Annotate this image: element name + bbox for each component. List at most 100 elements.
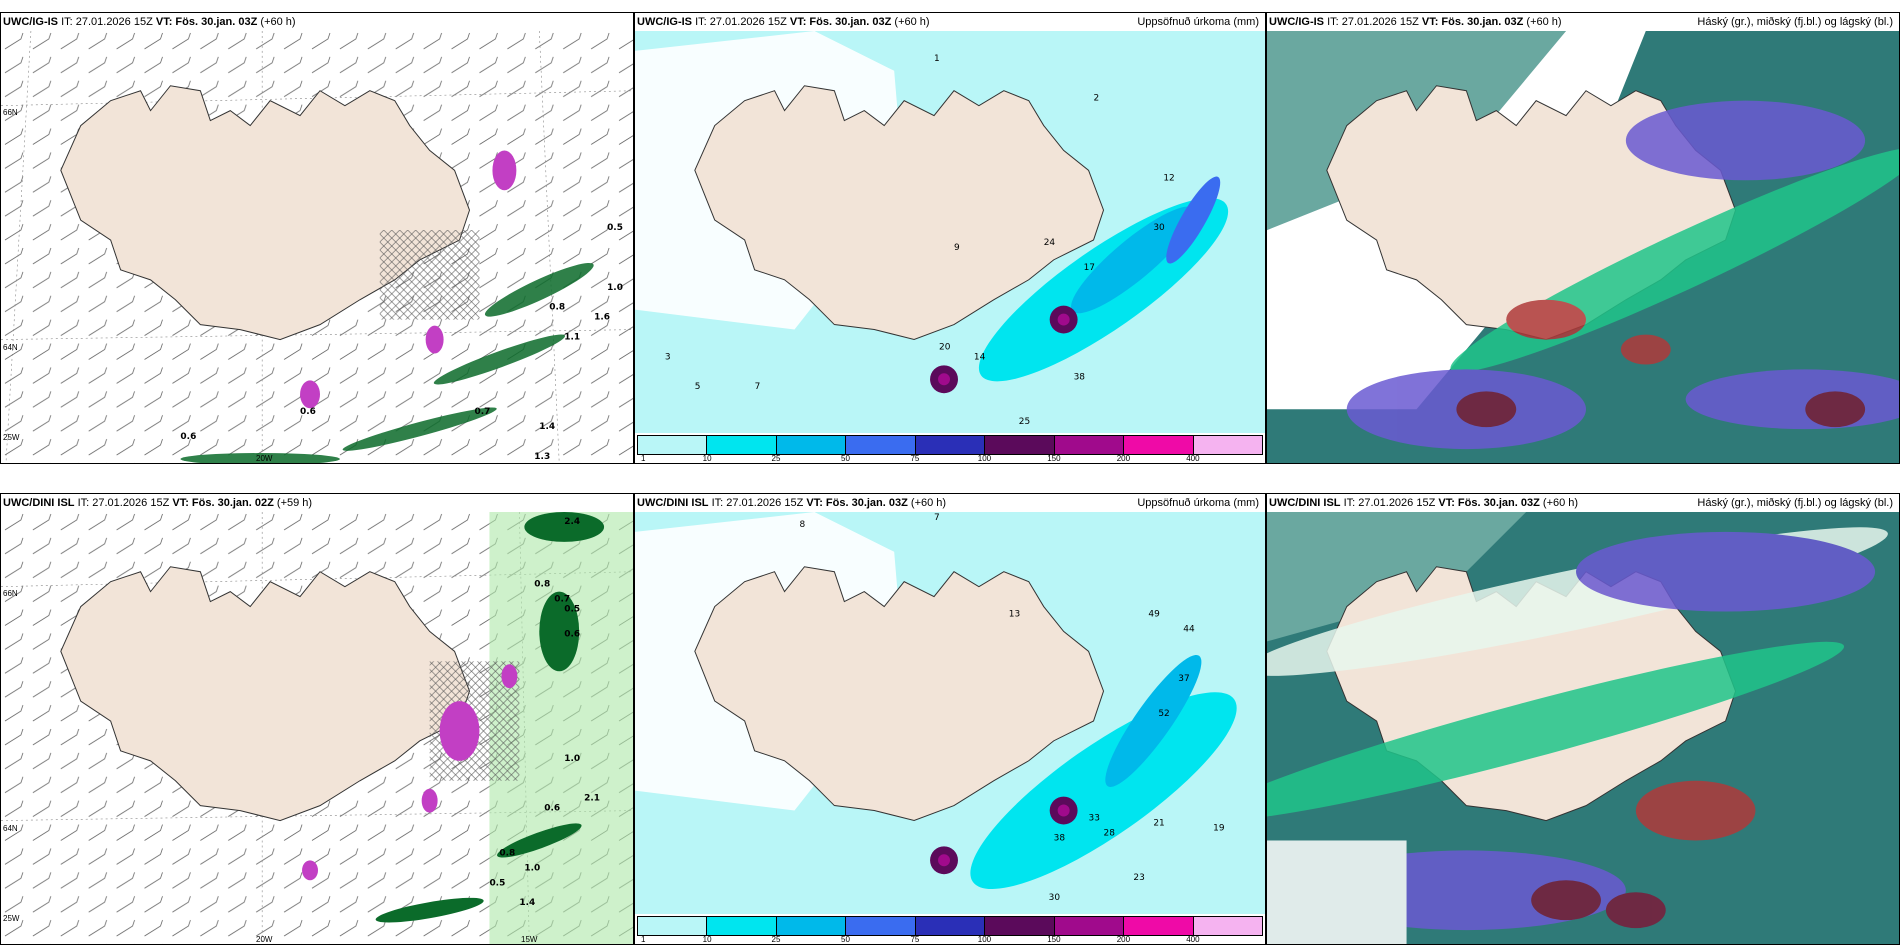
model-label: UWC/IG-IS <box>3 16 58 28</box>
init-time: IT: 27.01.2026 15Z <box>1343 497 1436 509</box>
valid-time: VT: Fös. 30.jan. 03Z <box>1438 497 1540 509</box>
panel-top-right: UWC/IG-IS IT: 27.01.2026 15Z VT: Fös. 30… <box>1266 12 1900 464</box>
lat-label-64: 64N <box>3 343 18 352</box>
map-canvas <box>1267 512 1899 944</box>
svg-text:1.1: 1.1 <box>564 333 580 343</box>
svg-text:52: 52 <box>1158 709 1169 719</box>
svg-text:1.0: 1.0 <box>564 754 580 764</box>
panel-header: UWC/IG-IS IT: 27.01.2026 15Z VT: Fös. 30… <box>1269 13 1895 31</box>
svg-text:0.6: 0.6 <box>564 629 580 639</box>
svg-text:33: 33 <box>1089 813 1100 823</box>
init-time: IT: 27.01.2026 15Z <box>61 16 153 28</box>
svg-text:0.5: 0.5 <box>607 223 623 233</box>
map-title: Uppsöfnuð úrkoma (mm) <box>1137 16 1259 28</box>
svg-text:0.6: 0.6 <box>300 407 316 417</box>
svg-text:0.8: 0.8 <box>499 848 515 858</box>
svg-text:30: 30 <box>1153 223 1165 233</box>
value-labels: 2.4 0.8 0.7 0.5 0.6 1.0 2.1 0.6 1.0 0.8 … <box>489 517 600 908</box>
snow-band <box>375 512 605 923</box>
svg-text:25: 25 <box>1019 417 1030 427</box>
lat-label-66: 66N <box>3 589 18 598</box>
panel-header: UWC/DINI ISL IT: 27.01.2026 15Z VT: Fös.… <box>1269 494 1895 512</box>
svg-text:44: 44 <box>1183 624 1195 634</box>
svg-text:0.8: 0.8 <box>549 303 565 313</box>
svg-text:9: 9 <box>954 243 960 253</box>
lon-label-20: 20W <box>256 935 273 944</box>
svg-text:17: 17 <box>1084 263 1095 273</box>
model-label: UWC/DINI ISL <box>3 497 75 509</box>
valid-time: VT: Fös. 30.jan. 02Z <box>172 497 274 509</box>
snow-max-areas <box>300 150 517 409</box>
init-time: IT: 27.01.2026 15Z <box>711 497 804 509</box>
cloud-map <box>1267 31 1899 463</box>
valid-time: VT: Fös. 30.jan. 03Z <box>806 497 908 509</box>
map-title: Háský (gr.), miðský (fj.bl.) og lágský (… <box>1697 497 1893 509</box>
svg-text:2.1: 2.1 <box>584 794 600 804</box>
lon-label-20: 20W <box>256 454 273 463</box>
lead-time: (+60 h) <box>260 16 296 28</box>
svg-text:38: 38 <box>1054 833 1066 843</box>
svg-text:8: 8 <box>799 520 805 530</box>
svg-text:0.5: 0.5 <box>489 878 505 888</box>
map-canvas: 0.6 0.5 1.0 0.8 1.4 1.1 1.3 0.7 1.6 0.6 <box>1 31 633 463</box>
precip-colorbar <box>637 435 1263 455</box>
svg-text:13: 13 <box>1009 609 1020 619</box>
cloud-layers <box>1267 527 1888 944</box>
svg-text:49: 49 <box>1148 609 1160 619</box>
lat-label-64: 64N <box>3 824 18 833</box>
svg-text:21: 21 <box>1153 818 1164 828</box>
svg-text:0.7: 0.7 <box>475 407 491 417</box>
panel-top-mid: UWC/IG-IS IT: 27.01.2026 15Z VT: Fös. 30… <box>634 12 1266 464</box>
svg-text:12: 12 <box>1163 173 1174 183</box>
svg-text:3: 3 <box>665 352 671 362</box>
lon-label-25: 25W <box>3 914 20 923</box>
svg-text:24: 24 <box>1044 238 1056 248</box>
precip-map: 1 2 3 5 7 9 12 17 24 30 38 25 20 14 <box>635 31 1265 433</box>
lon-label-15: 15W <box>521 935 538 944</box>
init-time: IT: 27.01.2026 15Z <box>1327 16 1419 28</box>
lead-time: (+60 h) <box>1526 16 1562 28</box>
colorbar-ticks: 1 10 25 50 75 100 150 200 400 <box>641 454 1200 463</box>
svg-text:1.4: 1.4 <box>539 422 555 432</box>
snow-max-areas <box>302 664 518 881</box>
precip-band <box>930 176 1229 394</box>
svg-text:0.7: 0.7 <box>554 595 570 605</box>
hatched-area <box>379 230 480 320</box>
svg-text:0.6: 0.6 <box>180 432 196 442</box>
lead-time: (+60 h) <box>910 497 947 509</box>
model-label: UWC/DINI ISL <box>637 497 709 509</box>
svg-text:5: 5 <box>695 382 701 392</box>
init-time: IT: 27.01.2026 15Z <box>695 16 787 28</box>
map-canvas: 2.4 0.8 0.7 0.5 0.6 1.0 2.1 0.6 1.0 0.8 … <box>1 512 633 944</box>
precip-values: 1 2 3 5 7 9 12 17 24 30 38 25 20 14 <box>665 54 1175 427</box>
map-canvas: 8 7 13 49 44 37 52 33 38 28 21 19 23 30 <box>635 512 1265 914</box>
panel-header: UWC/DINI ISL IT: 27.01.2026 15Z VT: Fös.… <box>3 494 629 512</box>
precip-colorbar <box>637 916 1263 936</box>
colorbar-ticks: 1 10 25 50 75 100 150 200 400 <box>641 935 1200 944</box>
svg-text:38: 38 <box>1074 372 1086 382</box>
svg-text:1.0: 1.0 <box>607 283 623 293</box>
panel-bottom-right: UWC/DINI ISL IT: 27.01.2026 15Z VT: Fös.… <box>1266 493 1900 945</box>
value-labels: 0.6 0.5 1.0 0.8 1.4 1.1 1.3 0.7 1.6 0.6 <box>180 223 623 462</box>
panel-bottom-left: UWC/DINI ISL IT: 27.01.2026 15Z VT: Fös.… <box>0 493 634 945</box>
panel-header: UWC/DINI ISL IT: 27.01.2026 15Z VT: Fös.… <box>637 494 1261 512</box>
panel-header: UWC/IG-IS IT: 27.01.2026 15Z VT: Fös. 30… <box>637 13 1261 31</box>
panel-top-left: UWC/IG-IS IT: 27.01.2026 15Z VT: Fös. 30… <box>0 12 634 464</box>
precip-map: 8 7 13 49 44 37 52 33 38 28 21 19 23 30 <box>635 512 1265 914</box>
panel-header: UWC/IG-IS IT: 27.01.2026 15Z VT: Fös. 30… <box>3 13 629 31</box>
svg-text:37: 37 <box>1178 674 1189 684</box>
precip-band <box>930 654 1237 890</box>
svg-text:30: 30 <box>1049 893 1061 903</box>
svg-text:1.4: 1.4 <box>519 898 535 908</box>
svg-text:0.8: 0.8 <box>534 580 550 590</box>
svg-text:1.0: 1.0 <box>524 863 540 873</box>
model-label: UWC/IG-IS <box>1269 16 1324 28</box>
model-label: UWC/DINI ISL <box>1269 497 1341 509</box>
init-time: IT: 27.01.2026 15Z <box>77 497 170 509</box>
svg-text:1.3: 1.3 <box>534 452 550 462</box>
svg-text:14: 14 <box>974 352 986 362</box>
svg-text:1.6: 1.6 <box>594 313 610 323</box>
svg-text:28: 28 <box>1104 828 1116 838</box>
valid-time: VT: Fös. 30.jan. 03Z <box>789 16 892 28</box>
svg-text:2.4: 2.4 <box>564 517 580 527</box>
